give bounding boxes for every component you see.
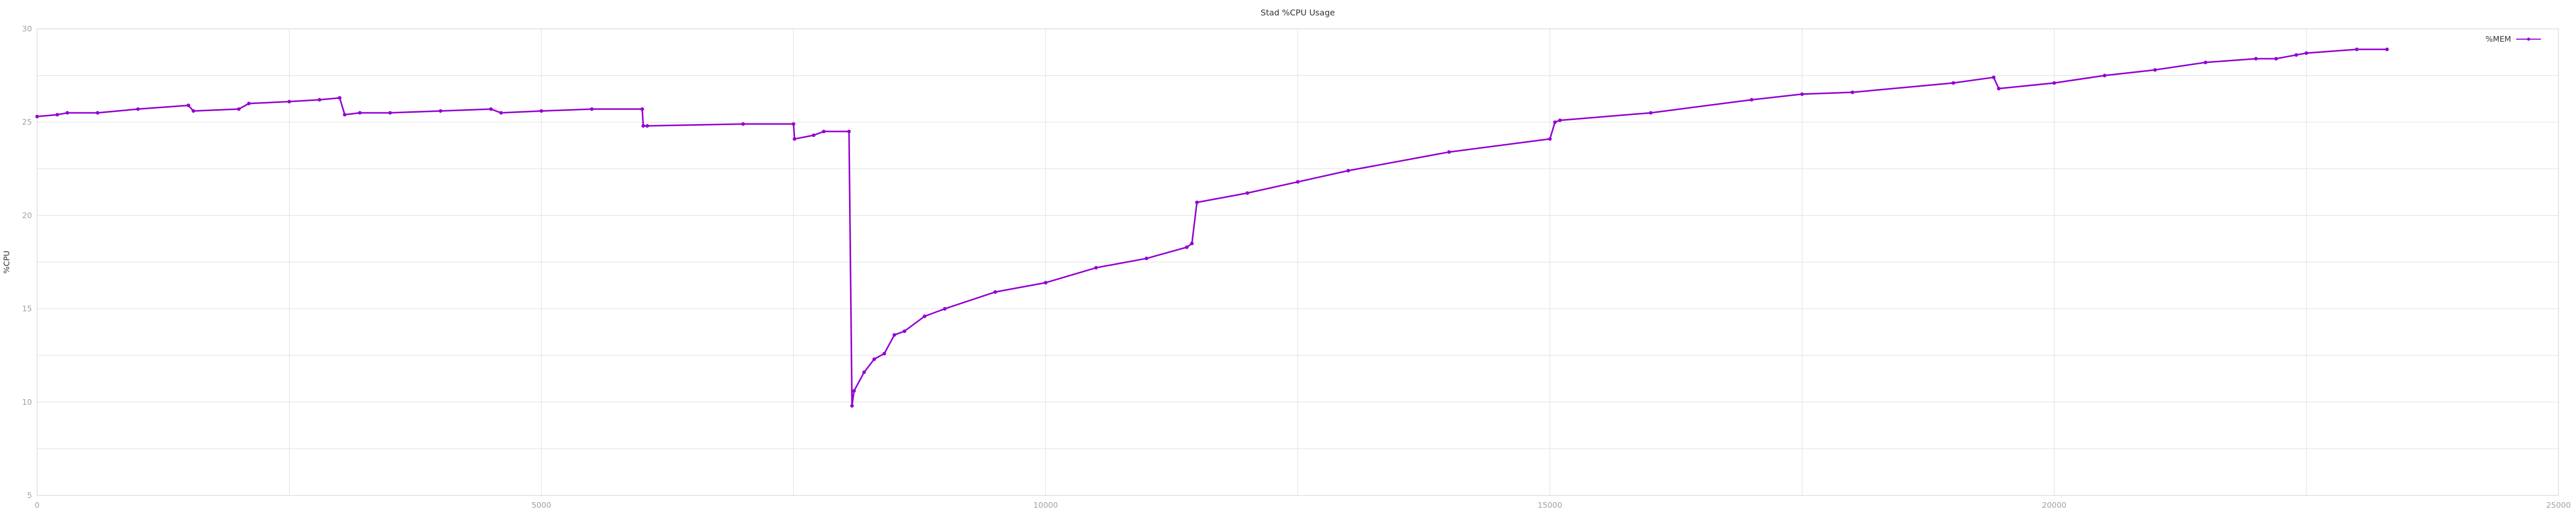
data-point	[2153, 68, 2157, 72]
data-point	[791, 122, 795, 126]
y-axis-label: %CPU	[2, 251, 11, 274]
data-point	[1992, 75, 1996, 79]
data-point	[741, 122, 745, 126]
data-point	[317, 98, 321, 102]
data-point	[2304, 51, 2309, 55]
data-point	[1800, 92, 1804, 96]
data-point	[1190, 242, 1194, 246]
data-point	[1094, 266, 1098, 270]
data-point	[136, 107, 140, 111]
data-point	[489, 107, 493, 111]
data-point	[872, 357, 876, 361]
data-point	[388, 111, 392, 115]
data-point	[187, 104, 191, 108]
data-point	[499, 111, 503, 115]
data-point	[2354, 47, 2359, 52]
data-point	[847, 129, 851, 133]
data-point	[1750, 98, 1754, 102]
data-point	[2103, 74, 2107, 78]
y-tick-label: 25	[22, 117, 32, 127]
data-point	[993, 290, 997, 294]
x-tick-label: 0	[35, 501, 40, 510]
data-point	[862, 370, 866, 374]
data-point	[1185, 245, 1189, 249]
data-point	[1649, 111, 1653, 115]
data-point	[1346, 168, 1350, 173]
data-point	[641, 124, 646, 128]
data-point	[247, 101, 251, 106]
data-point	[2052, 81, 2056, 85]
y-tick-label: 5	[27, 491, 32, 500]
data-point	[539, 109, 544, 113]
grid	[37, 29, 2558, 495]
data-point	[1044, 281, 1048, 285]
data-point	[1951, 81, 1955, 85]
data-point	[287, 99, 291, 104]
x-tick-label: 25000	[2546, 501, 2571, 510]
data-point	[645, 124, 649, 128]
data-point	[792, 137, 796, 141]
data-point	[337, 96, 342, 100]
chart-title: Stad %CPU Usage	[1261, 8, 1335, 18]
data-point	[943, 307, 947, 311]
data-point	[1245, 191, 1249, 195]
x-axis-ticks: 0 5000 10000 15000 20000 25000	[35, 501, 2571, 510]
data-point	[903, 329, 907, 333]
y-tick-label: 30	[22, 24, 32, 33]
x-tick-label: 20000	[2042, 501, 2066, 510]
series-layer	[35, 47, 2389, 408]
data-point	[1851, 90, 1855, 94]
data-point	[438, 109, 443, 113]
data-point	[1195, 200, 1199, 204]
data-point	[343, 113, 347, 117]
data-point	[1447, 150, 1451, 154]
data-point	[1296, 180, 1300, 184]
x-tick-label: 5000	[532, 501, 551, 510]
data-point	[850, 404, 854, 408]
data-point	[882, 352, 886, 356]
data-point	[1997, 87, 2001, 91]
data-point	[2204, 60, 2208, 64]
data-point	[1553, 120, 1557, 124]
data-point	[2274, 57, 2278, 61]
x-tick-label: 10000	[1033, 501, 1058, 510]
data-point	[2254, 57, 2258, 61]
data-point	[1548, 137, 1552, 141]
data-point	[892, 333, 896, 337]
data-point	[1558, 118, 1562, 123]
data-point	[852, 389, 856, 393]
data-point	[640, 107, 645, 111]
plot-frame	[37, 28, 2559, 496]
y-tick-label: 10	[22, 398, 32, 407]
legend: %MEM	[2485, 35, 2541, 44]
y-tick-label: 20	[22, 211, 32, 220]
legend-label: %MEM	[2485, 35, 2511, 44]
data-point	[2385, 47, 2389, 52]
data-point	[2294, 53, 2298, 57]
data-point	[95, 111, 99, 115]
legend-swatch-marker	[2527, 38, 2530, 41]
data-point	[811, 133, 816, 138]
data-point	[237, 107, 241, 111]
data-point	[191, 109, 195, 113]
data-point	[55, 113, 59, 117]
data-point	[923, 314, 927, 318]
data-point	[590, 107, 594, 111]
data-point	[35, 114, 39, 118]
data-point	[1144, 256, 1148, 261]
y-axis-ticks: 5 10 15 20 25 30	[22, 24, 32, 500]
data-point	[358, 111, 362, 115]
x-tick-label: 15000	[1538, 501, 1563, 510]
data-point	[65, 111, 70, 115]
data-point	[822, 129, 826, 133]
y-tick-label: 15	[22, 304, 32, 314]
